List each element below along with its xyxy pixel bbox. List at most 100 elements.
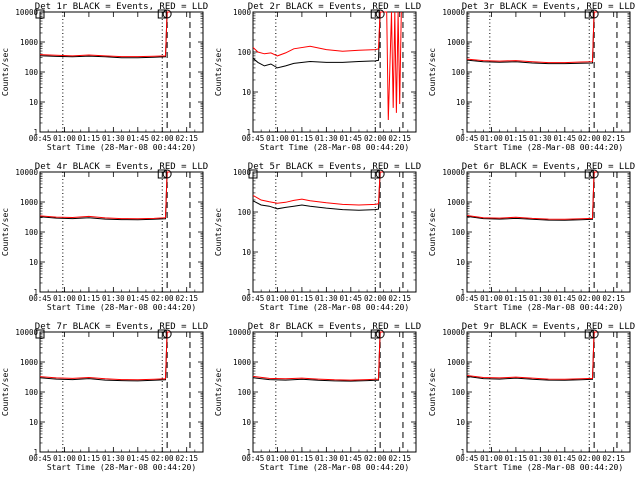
det-2r-xlabel: Start Time (28-Mar-08 00:44:20) (260, 143, 409, 152)
det-8r-circle-marker (375, 329, 385, 339)
det-7r-lld-series (40, 331, 171, 381)
det-1r-ytick-label: 1000 (20, 38, 39, 47)
det-8r-xlabel: Start Time (28-Mar-08 00:44:20) (260, 463, 409, 472)
det-8r-xtick-label: 01:30 (315, 454, 338, 463)
det-1r-xtick-label: 01:30 (102, 134, 125, 143)
det-5r-ytick-label: 1 (246, 288, 251, 297)
det-7r-panel: Det 7r BLACK = Events, RED = LLD 1 10 100 10… (1, 322, 208, 472)
det-9r-ytick-label: 1 (460, 448, 465, 457)
det-8r-xtick-label: 00:45 (242, 454, 265, 463)
det-8r-lld-series (253, 331, 384, 381)
det-6r-ytick-label: 10000 (442, 168, 465, 177)
det-1r-ytick-label: 1 (33, 128, 38, 137)
det-6r-panel: Det 6r BLACK = Events, RED = LLD 1 10 100 10… (428, 162, 635, 312)
det-5r-xtick-label: 02:15 (388, 294, 411, 303)
det-9r-title: Det 9r BLACK = Events, RED = LLD (462, 322, 635, 332)
det-1r-panel: Det 1r BLACK = Events, RED = LLD 1 10 100 10… (1, 2, 208, 152)
det-9r-xlabel: Start Time (28-Mar-08 00:44:20) (474, 463, 623, 472)
det-6r-xtick-label: 01:15 (505, 294, 528, 303)
det-1r-ylabel: Counts/sec (1, 48, 10, 96)
det-2r-ylabel: Counts/sec (214, 48, 223, 96)
det-6r-ylabel: Counts/sec (428, 208, 437, 256)
det-5r-xtick-label: 00:45 (242, 294, 265, 303)
det-5r-xtick-label: 01:15 (291, 294, 314, 303)
det-1r-ytick-label: 10 (29, 98, 39, 107)
det-3r-xtick-label: 02:00 (578, 134, 601, 143)
det-4r-xtick-label: 00:45 (29, 294, 52, 303)
det-3r-xtick-label: 01:00 (480, 134, 503, 143)
det-5r-frame (252, 171, 417, 293)
det-4r-ytick-label: 100 (24, 228, 38, 237)
det-3r-ytick-label: 1000 (447, 38, 466, 47)
det-3r-ytick-label: 1 (460, 128, 465, 137)
det-4r-panel: Det 4r BLACK = Events, RED = LLD 1 10 100 10… (1, 162, 208, 312)
det-1r-xtick-label: 00:45 (29, 134, 52, 143)
det-2r-xtick-label: 01:00 (266, 134, 289, 143)
det-6r-events-series (467, 171, 598, 221)
det-4r-xtick-label: 01:30 (102, 294, 125, 303)
det-2r-title: Det 2r BLACK = Events, RED = LLD (248, 2, 421, 12)
det-5r-ytick-label: 10 (242, 248, 252, 257)
det-9r-xtick-label: 01:00 (480, 454, 503, 463)
det-1r-xtick-label: 02:00 (151, 134, 174, 143)
det-9r-xtick-label: 02:15 (602, 454, 625, 463)
det-7r-xtick-label: 02:15 (175, 454, 198, 463)
det-5r-lld-series (253, 171, 384, 206)
det-1r-square-marker (157, 9, 167, 19)
det-7r-xtick-label: 01:15 (78, 454, 101, 463)
det-5r-xtick-label: 02:00 (364, 294, 387, 303)
det-7r-xtick-label: 00:45 (29, 454, 52, 463)
det-6r-xtick-label: 02:15 (602, 294, 625, 303)
det-5r-square-marker (248, 169, 258, 179)
det-5r-panel: Det 5r BLACK = Events, RED = LLD 1 10 100 10… (214, 162, 421, 312)
det-8r-title: Det 8r BLACK = Events, RED = LLD (248, 322, 421, 332)
det-9r-xtick-label: 00:45 (456, 454, 479, 463)
det-1r-events-series (40, 11, 171, 59)
det-8r-panel: Det 8r BLACK = Events, RED = LLD 1 10 100 10… (214, 322, 421, 472)
det-5r-ytick-label: 100 (237, 208, 251, 217)
det-9r-panel: Det 9r BLACK = Events, RED = LLD 1 10 100 10… (428, 322, 635, 472)
det-2r-events-series (253, 11, 384, 69)
det-4r-xtick-label: 01:00 (53, 294, 76, 303)
det-8r-xtick-label: 01:15 (291, 454, 314, 463)
det-8r-events-series (253, 331, 384, 382)
det-9r-ytick-label: 1000 (447, 358, 466, 367)
det-3r-lld-series (467, 11, 598, 64)
det-3r-circle-marker (589, 9, 599, 19)
det-6r-ytick-label: 1000 (447, 198, 466, 207)
det-7r-ytick-label: 1 (33, 448, 38, 457)
det-2r-xtick-label: 01:15 (291, 134, 314, 143)
det-3r-ylabel: Counts/sec (428, 48, 437, 96)
det-3r-frame (466, 11, 631, 133)
det-2r-circle-marker (375, 9, 385, 19)
det-5r-xtick-label: 01:00 (266, 294, 289, 303)
det-1r-title: Det 1r BLACK = Events, RED = LLD (35, 2, 208, 12)
det-1r-lld-series (40, 11, 171, 58)
det-1r-circle-marker (162, 9, 172, 19)
det-7r-xtick-label: 01:00 (53, 454, 76, 463)
det-3r-ytick-label: 10 (456, 98, 466, 107)
det-7r-ytick-label: 1000 (20, 358, 39, 367)
det-8r-xtick-label: 02:15 (388, 454, 411, 463)
det-8r-ytick-label: 100 (237, 388, 251, 397)
det-1r-xtick-label: 01:00 (53, 134, 76, 143)
det-1r-xtick-label: 01:15 (78, 134, 101, 143)
det-3r-xlabel: Start Time (28-Mar-08 00:44:20) (474, 143, 623, 152)
det-4r-events-series (40, 171, 171, 221)
det-6r-xtick-label: 00:45 (456, 294, 479, 303)
det-3r-square-marker (584, 9, 594, 19)
det-7r-ytick-label: 100 (24, 388, 38, 397)
det-9r-events-series (467, 331, 598, 381)
det-3r-xtick-label: 01:45 (554, 134, 577, 143)
det-8r-ytick-label: 1000 (233, 358, 252, 367)
det-7r-events-series (40, 331, 171, 382)
det-7r-square-marker (35, 329, 45, 339)
det-9r-frame (466, 331, 631, 453)
det-4r-lld-series (40, 171, 171, 220)
det-5r-xlabel: Start Time (28-Mar-08 00:44:20) (260, 303, 409, 312)
det-8r-xtick-label: 01:00 (266, 454, 289, 463)
det-8r-ylabel: Counts/sec (214, 368, 223, 416)
det-2r-xtick-label: 01:30 (315, 134, 338, 143)
det-6r-xlabel: Start Time (28-Mar-08 00:44:20) (474, 303, 623, 312)
det-4r-xlabel: Start Time (28-Mar-08 00:44:20) (47, 303, 196, 312)
